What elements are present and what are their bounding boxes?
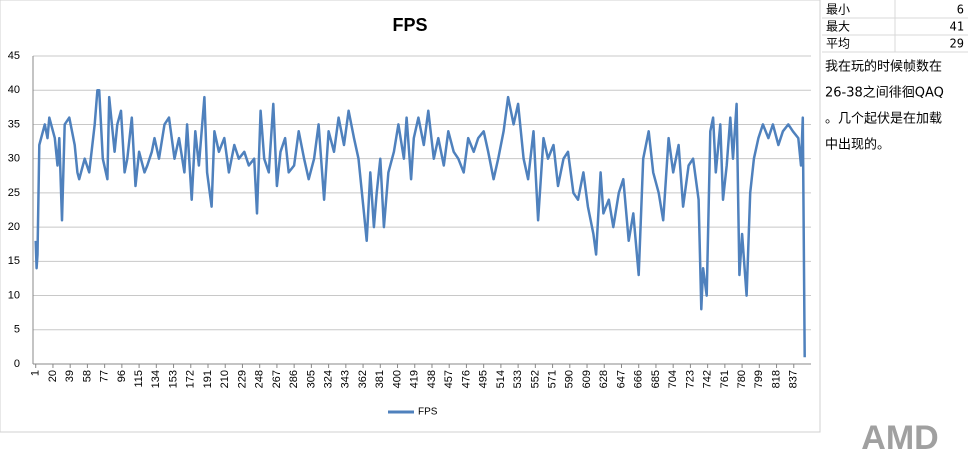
y-tick-label: 20: [8, 221, 20, 233]
x-tick-label: 248: [254, 370, 266, 388]
x-tick-label: 647: [615, 370, 627, 388]
x-tick-label: 229: [236, 370, 248, 388]
y-tick-label: 15: [8, 255, 20, 267]
x-tick-label: 324: [323, 370, 335, 388]
x-tick-label: 134: [150, 370, 162, 388]
stat-value: 41: [950, 20, 964, 34]
y-tick-label: 5: [14, 324, 20, 336]
x-tick-label: 381: [374, 370, 386, 388]
x-tick-label: 438: [426, 370, 438, 388]
x-tick-label: 457: [443, 370, 455, 388]
x-tick-label: 115: [133, 370, 145, 388]
x-tick-label: 552: [529, 370, 541, 388]
x-tick-label: 343: [340, 370, 352, 388]
x-tick-label: 96: [116, 370, 128, 382]
x-tick-label: 20: [47, 370, 59, 382]
x-tick-label: 723: [684, 370, 696, 388]
x-tick-label: 685: [650, 370, 662, 388]
x-tick-label: 1: [30, 370, 42, 376]
x-tick-label: 191: [202, 370, 214, 388]
side-panel: 最小 6 最大 41 平均 29 我在玩的时候帧数在 26-38之间徘徊QAQ 。几个起伏是在加…: [822, 0, 968, 153]
x-tick-label: 704: [667, 370, 679, 388]
y-tick-label: 25: [8, 187, 20, 199]
x-tick-label: 571: [546, 370, 558, 388]
x-tick-label: 153: [167, 370, 179, 388]
legend-label: FPS: [418, 407, 438, 418]
stat-value: 29: [950, 37, 964, 51]
line-series: [34, 88, 806, 358]
x-tick-label: 761: [719, 370, 731, 388]
stat-label: 最大: [826, 20, 850, 34]
x-tick-label: 666: [633, 370, 645, 388]
note-line: 26-38之间徘徊QAQ: [825, 86, 944, 101]
stat-value: 6: [957, 3, 964, 17]
note-line: 。几个起伏是在加载: [825, 112, 942, 127]
x-tick-label: 799: [753, 370, 765, 388]
x-tick-label: 362: [357, 370, 369, 388]
x-tick-label: 58: [81, 370, 93, 382]
x-tick-label: 590: [564, 370, 576, 388]
x-tick-label: 742: [702, 370, 714, 388]
x-tick-label: 305: [305, 370, 317, 388]
note-line: 我在玩的时候帧数在: [825, 59, 942, 75]
x-tick-label: 514: [495, 370, 507, 388]
y-tick-label: 35: [8, 118, 20, 130]
x-tick-label: 476: [460, 370, 472, 388]
x-tick-label: 780: [736, 370, 748, 388]
logo: AMD: [861, 419, 938, 457]
stat-label: 最小: [826, 3, 850, 17]
x-tick-label: 400: [391, 370, 403, 388]
x-tick-label: 818: [770, 370, 782, 388]
y-tick-label: 40: [8, 84, 20, 96]
y-tick-label: 45: [8, 50, 20, 62]
x-tick-label: 39: [64, 370, 76, 382]
x-tick-label: 609: [581, 370, 593, 388]
x-tick-label: 628: [598, 370, 610, 388]
x-tick-label: 495: [478, 370, 490, 388]
x-tick-label: 77: [99, 370, 111, 382]
x-tick-label: 172: [185, 370, 197, 388]
x-tick-label: 267: [271, 370, 283, 388]
chart-title: FPS: [392, 15, 427, 35]
x-tick-label: 286: [288, 370, 300, 388]
y-tick-label: 10: [8, 289, 20, 301]
y-tick-label: 30: [8, 153, 20, 165]
x-tick-label: 210: [219, 370, 231, 388]
y-tick-label: 0: [14, 358, 20, 370]
x-tick-label: 533: [512, 370, 524, 388]
stat-label: 平均: [826, 37, 850, 51]
note-line: 中出现的。: [825, 137, 890, 153]
x-tick-label: 837: [788, 370, 800, 388]
chart-area: [0, 0, 821, 433]
x-tick-label: 419: [409, 370, 421, 388]
